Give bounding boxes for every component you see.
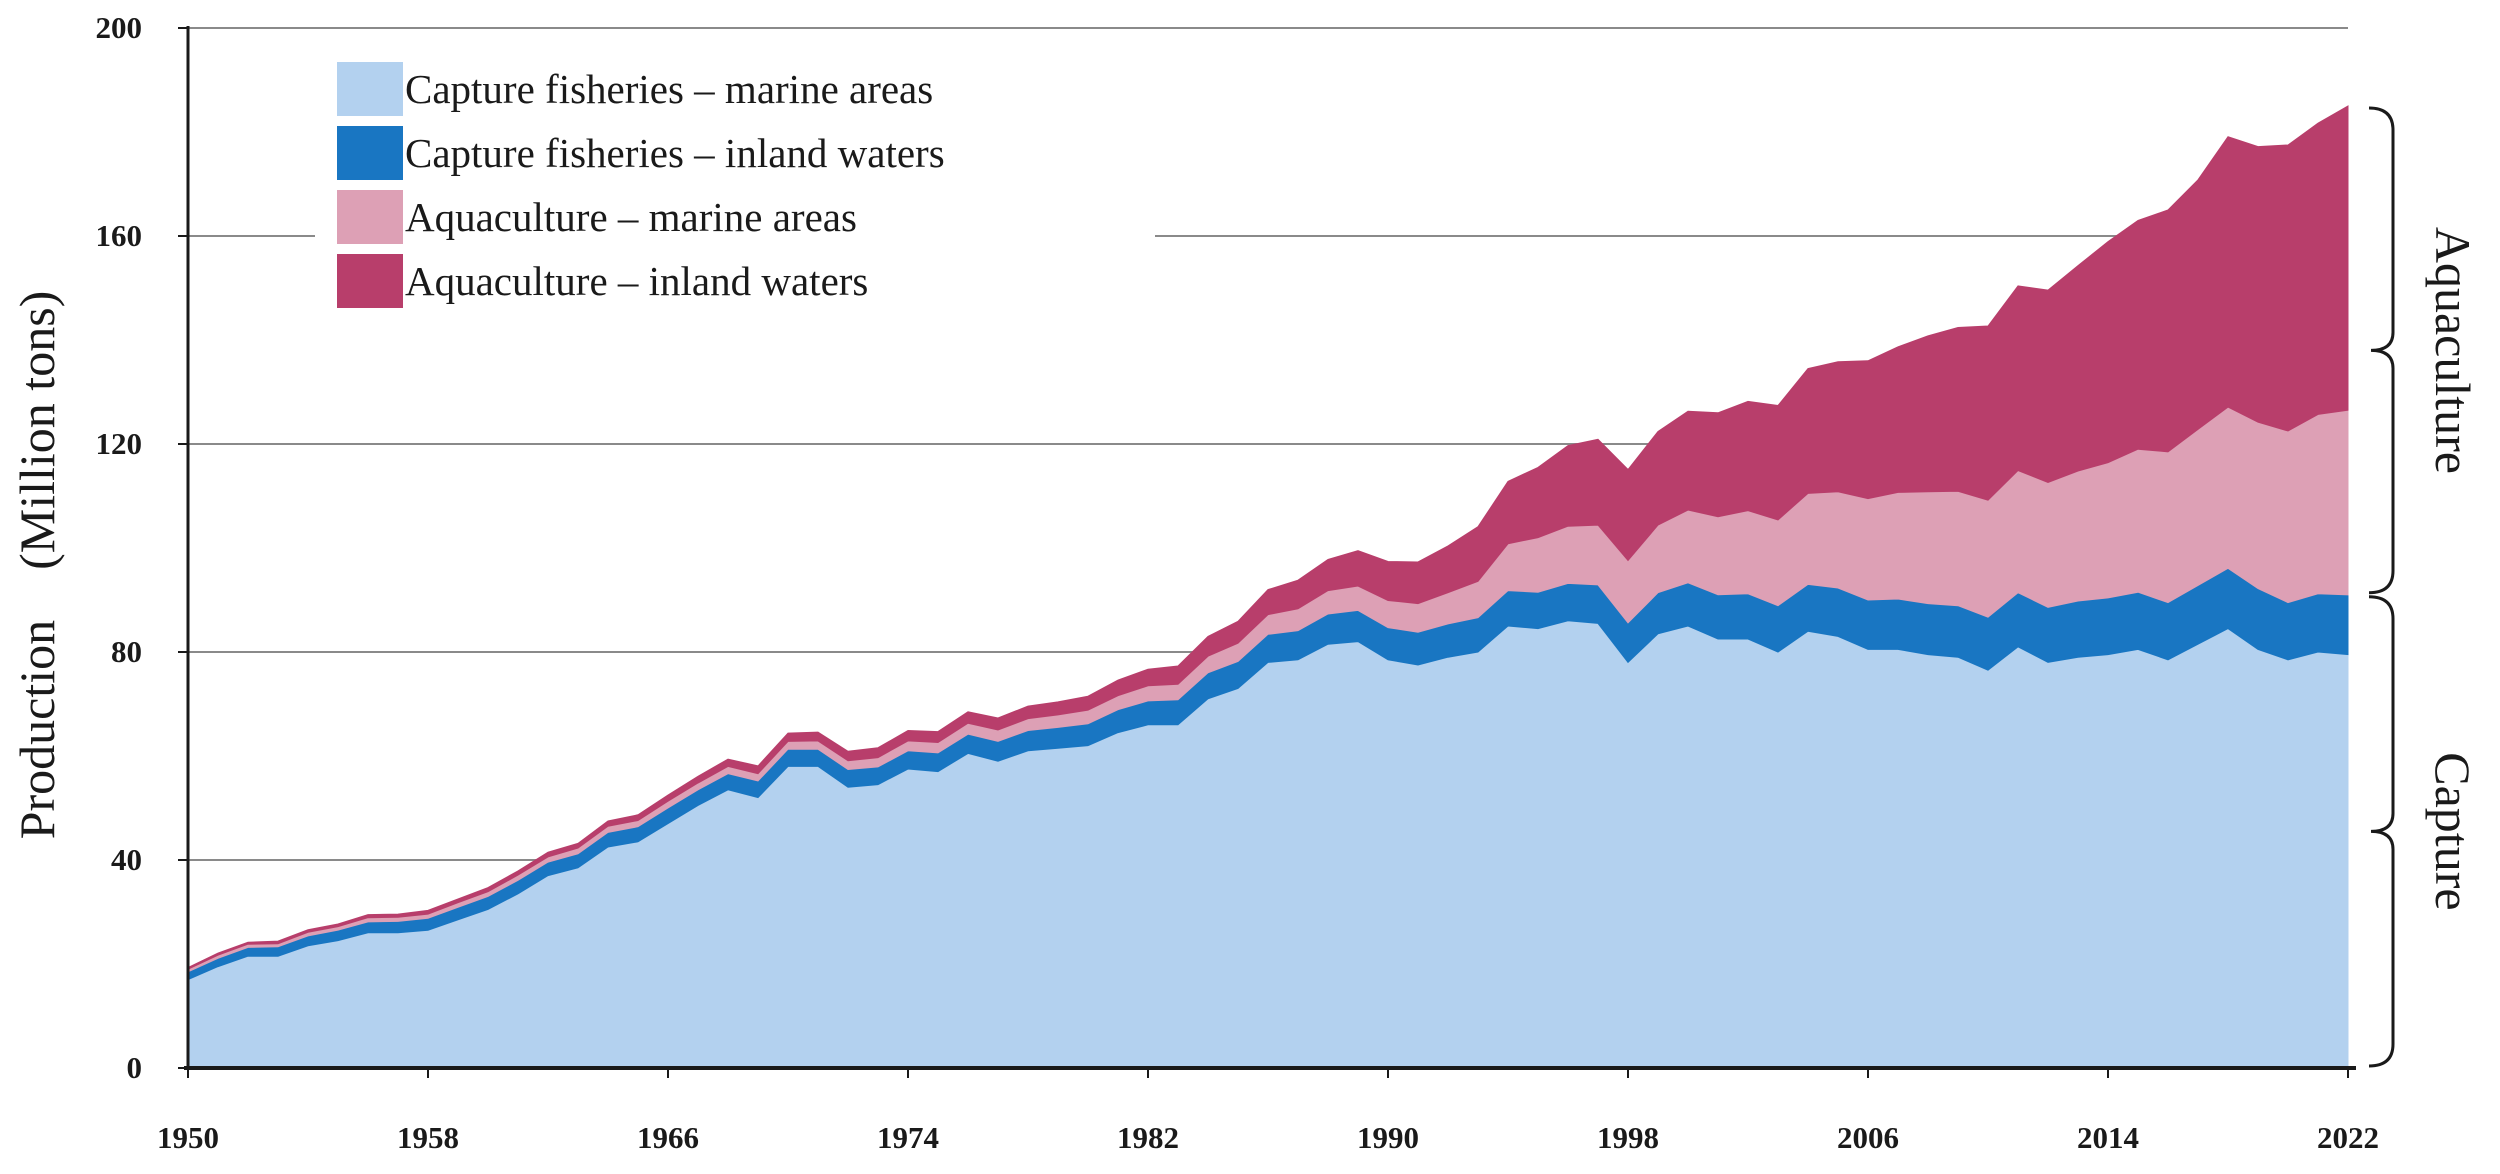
area-series-4 xyxy=(187,105,2349,970)
bracket-label-2: Capture xyxy=(2425,752,2481,910)
bracket-1 xyxy=(2368,106,2395,595)
legend: Capture fisheries – marine areas Capture … xyxy=(315,50,1155,320)
bracket-2 xyxy=(2368,595,2395,1068)
brackets: Aquaculture Capture xyxy=(2368,106,2481,1068)
legend-swatch-1 xyxy=(337,62,403,116)
y-tick-label: 80 xyxy=(111,634,142,669)
legend-swatch-4 xyxy=(337,254,403,308)
y-axis-label: Production (Million tons) xyxy=(9,291,65,840)
x-tick-label: 2014 xyxy=(2077,1120,2139,1155)
y-tick-label: 40 xyxy=(111,842,142,877)
x-tick-label: 1958 xyxy=(397,1120,459,1155)
y-tick-label: 0 xyxy=(127,1050,143,1085)
y-tick-labels: 0 40 80 120 160 200 xyxy=(96,10,188,1085)
x-tick-label: 2006 xyxy=(1837,1120,1899,1155)
y-tick-label: 120 xyxy=(96,426,143,461)
area-series-1 xyxy=(187,620,2349,1069)
x-tick-label: 1966 xyxy=(637,1120,699,1155)
x-tick-label: 1982 xyxy=(1117,1120,1179,1155)
legend-label-4: Aquaculture – inland waters xyxy=(405,258,868,304)
x-tick-label: 1998 xyxy=(1597,1120,1659,1155)
legend-swatch-3 xyxy=(337,190,403,244)
legend-label-1: Capture fisheries – marine areas xyxy=(405,66,933,112)
area-series xyxy=(187,105,2349,1069)
x-tick-label: 2022 xyxy=(2317,1120,2379,1155)
x-tick-label: 1974 xyxy=(877,1120,939,1155)
bracket-label-1: Aquaculture xyxy=(2425,227,2481,474)
legend-swatch-2 xyxy=(337,126,403,180)
x-tick-label: 1950 xyxy=(157,1120,219,1155)
y-tick-label: 160 xyxy=(96,218,143,253)
axes xyxy=(184,26,2356,1070)
legend-label-2: Capture fisheries – inland waters xyxy=(405,130,945,176)
legend-label-3: Aquaculture – marine areas xyxy=(405,194,857,240)
legend-background xyxy=(315,50,1155,320)
y-tick-label: 200 xyxy=(96,10,143,45)
x-tick-label: 1990 xyxy=(1357,1120,1419,1155)
x-tick-labels: 1950 1958 1966 1974 1982 1990 1998 2006 2014 2022 xyxy=(157,1068,2379,1155)
